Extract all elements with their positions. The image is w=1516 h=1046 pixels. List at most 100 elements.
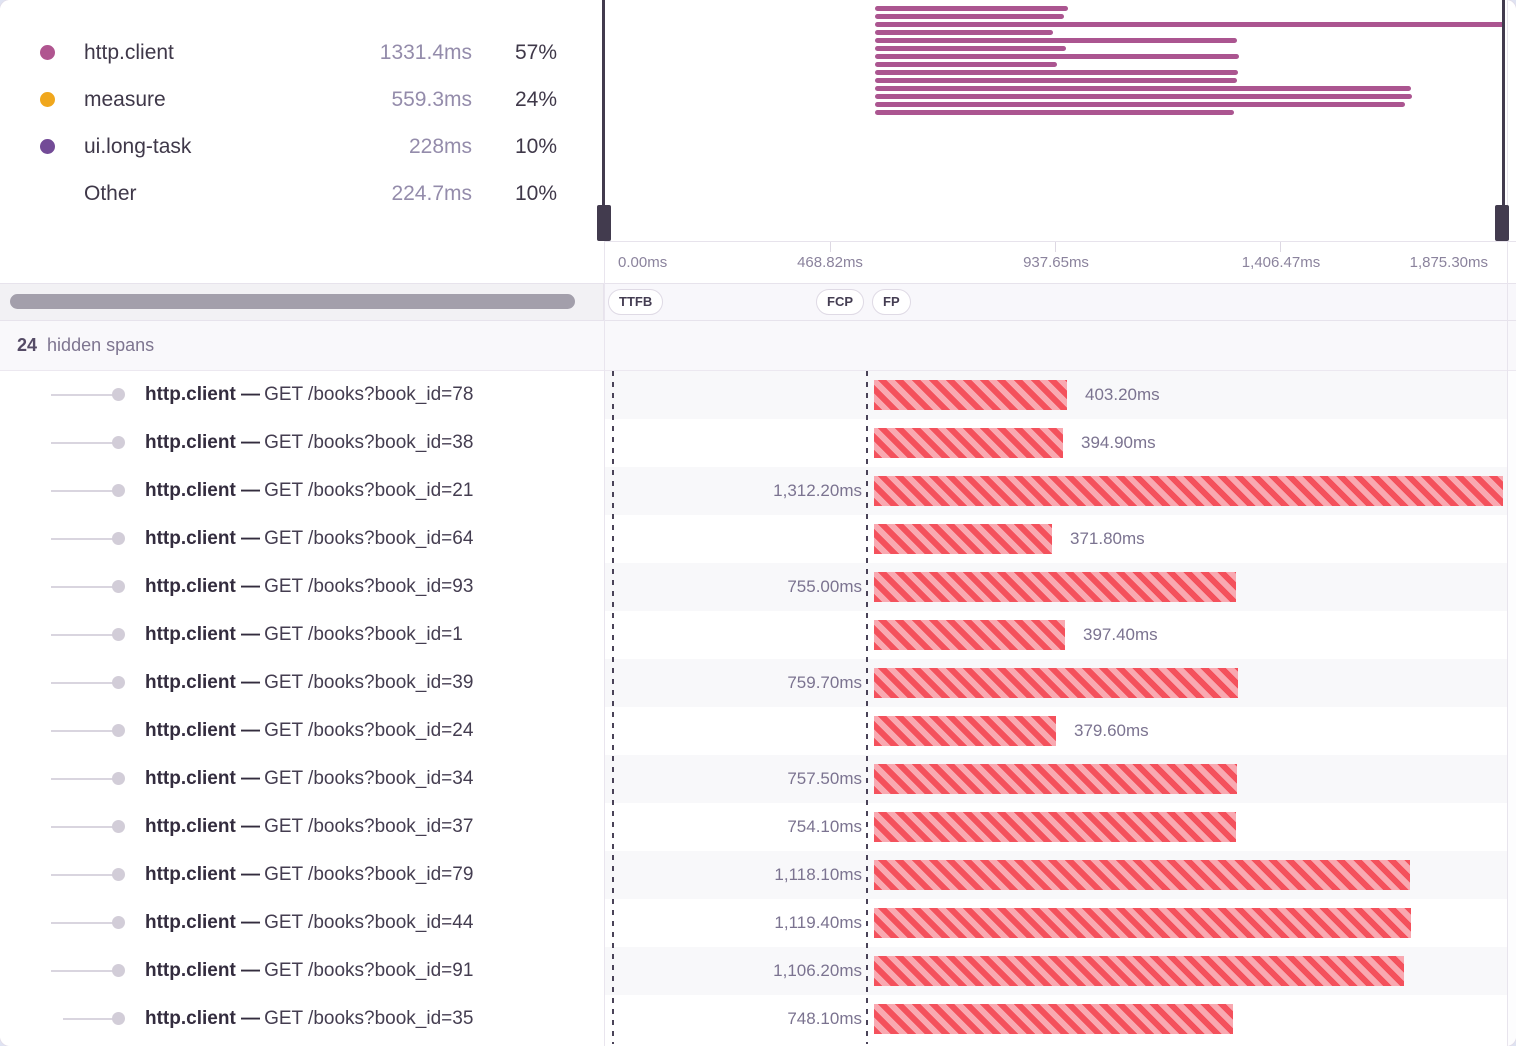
tree-branch-line: [51, 826, 114, 828]
span-duration-bar[interactable]: [874, 1004, 1233, 1034]
span-row-label-cell: http.client — GET /books?book_id=78: [0, 371, 604, 419]
legend-item-other: Other 224.7ms 10%: [0, 170, 604, 217]
span-duration-bar[interactable]: [874, 860, 1410, 890]
minimap-span-bar: [875, 110, 1234, 115]
tree-node-dot: [112, 868, 125, 881]
span-duration-bar[interactable]: [874, 812, 1236, 842]
tree-branch-line: [51, 442, 114, 444]
tree-branch-line: [63, 1018, 114, 1020]
tree-branch-line: [51, 874, 114, 876]
time-axis: 0.00ms 468.82ms 937.65ms 1,406.47ms 1,87…: [604, 241, 1516, 283]
hidden-spans-count: 24: [17, 335, 38, 355]
minimap-right-handle-grip[interactable]: [1495, 205, 1509, 241]
span-duration-bar[interactable]: [874, 908, 1411, 938]
span-duration-bar[interactable]: [874, 476, 1504, 506]
tree-node-dot: [112, 676, 125, 689]
minimap-span-bar: [875, 102, 1406, 107]
span-duration-label: 1,312.20ms: [773, 481, 862, 500]
tree-branch-line: [51, 730, 114, 732]
span-duration-bar[interactable]: [874, 956, 1405, 986]
minimap-right-handle-line[interactable]: [1502, 0, 1505, 241]
span-duration-bar[interactable]: [874, 764, 1238, 794]
minimap[interactable]: [604, 0, 1516, 241]
span-op: http.client —: [145, 816, 261, 837]
fp-marker: FP: [872, 289, 911, 315]
minimap-span-bar: [875, 62, 1057, 67]
span-title: http.client — GET /books?book_id=21: [0, 467, 604, 515]
span-op: http.client —: [145, 624, 261, 645]
span-row[interactable]: http.client — GET /books?book_id=21 1,312…: [0, 467, 1516, 515]
span-row-bar-cell: 1,119.40ms: [604, 899, 1516, 947]
span-row[interactable]: http.client — GET /books?book_id=93 755.0…: [0, 563, 1516, 611]
span-row-bar-cell: 1,118.10ms: [604, 851, 1516, 899]
span-op: http.client —: [145, 864, 261, 885]
span-start-guideline: [866, 371, 868, 1044]
tree-node-dot: [112, 628, 125, 641]
tree-node-dot: [112, 580, 125, 593]
span-row-bar-cell: 1,106.20ms: [604, 947, 1516, 995]
span-list-scrollbar-track: [0, 284, 604, 320]
span-duration-bar[interactable]: [874, 524, 1053, 554]
span-row[interactable]: http.client — GET /books?book_id=91 1,106…: [0, 947, 1516, 995]
right-gutter: [1508, 371, 1516, 1046]
span-description: GET /books?book_id=24: [264, 720, 474, 741]
span-row[interactable]: http.client — GET /books?book_id=1 397.40…: [0, 611, 1516, 659]
ops-breakdown-legend: http.client 1331.4ms 57% measure 559.3ms…: [0, 0, 604, 241]
span-list: http.client — GET /books?book_id=78 403.2…: [0, 371, 1516, 1044]
span-row[interactable]: http.client — GET /books?book_id=64 371.8…: [0, 515, 1516, 563]
tree-branch-line: [51, 778, 114, 780]
span-duration-bar[interactable]: [874, 716, 1056, 746]
span-title: http.client — GET /books?book_id=38: [0, 419, 604, 467]
span-row[interactable]: http.client — GET /books?book_id=44 1,119…: [0, 899, 1516, 947]
span-title: http.client — GET /books?book_id=34: [0, 755, 604, 803]
span-row-label-cell: http.client — GET /books?book_id=79: [0, 851, 604, 899]
span-row[interactable]: http.client — GET /books?book_id=38 394.9…: [0, 419, 1516, 467]
span-row[interactable]: http.client — GET /books?book_id=78 403.2…: [0, 371, 1516, 419]
tree-node-dot: [112, 964, 125, 977]
span-row-bar-cell: 759.70ms: [604, 659, 1516, 707]
tree-branch-line: [51, 970, 114, 972]
time-axis-row: 0.00ms 468.82ms 937.65ms 1,406.47ms 1,87…: [0, 241, 1516, 283]
span-list-scrollbar[interactable]: [10, 294, 575, 309]
tree-branch-line: [51, 682, 114, 684]
span-duration-label: 397.40ms: [1083, 625, 1158, 644]
tree-node-dot: [112, 436, 125, 449]
minimap-span-bar: [875, 38, 1237, 43]
span-description: GET /books?book_id=34: [264, 768, 474, 789]
span-duration-bar[interactable]: [874, 380, 1068, 410]
span-row[interactable]: http.client — GET /books?book_id=24 379.6…: [0, 707, 1516, 755]
panel-divider[interactable]: [604, 0, 605, 1046]
span-title: http.client — GET /books?book_id=24: [0, 707, 604, 755]
span-duration-label: 379.60ms: [1074, 721, 1149, 740]
span-row[interactable]: http.client — GET /books?book_id=39 759.7…: [0, 659, 1516, 707]
span-description: GET /books?book_id=21: [264, 480, 474, 501]
span-duration-label: 748.10ms: [787, 1009, 862, 1028]
span-title: http.client — GET /books?book_id=93: [0, 563, 604, 611]
span-op: http.client —: [145, 912, 261, 933]
minimap-left-handle-line[interactable]: [602, 0, 605, 241]
span-duration-bar[interactable]: [874, 572, 1236, 602]
minimap-span-bar: [875, 86, 1411, 91]
span-description: GET /books?book_id=93: [264, 576, 474, 597]
span-row[interactable]: http.client — GET /books?book_id=79 1,118…: [0, 851, 1516, 899]
legend-percent: 10%: [514, 134, 557, 158]
minimap-span-bar: [875, 30, 1054, 35]
span-description: GET /books?book_id=78: [264, 384, 474, 405]
span-duration-bar[interactable]: [874, 668, 1239, 698]
minimap-left-handle-grip[interactable]: [597, 205, 611, 241]
minimap-span-bar: [875, 70, 1239, 75]
span-row-label-cell: http.client — GET /books?book_id=38: [0, 419, 604, 467]
span-row-label-cell: http.client — GET /books?book_id=34: [0, 755, 604, 803]
hidden-spans-row[interactable]: 24 hidden spans: [0, 321, 1516, 371]
tree-node-dot: [112, 532, 125, 545]
legend-percent: 57%: [514, 40, 557, 64]
span-row[interactable]: http.client — GET /books?book_id=35 748.1…: [0, 995, 1516, 1043]
span-op: http.client —: [145, 480, 261, 501]
tree-node-dot: [112, 1012, 125, 1025]
span-row[interactable]: http.client — GET /books?book_id=37 754.1…: [0, 803, 1516, 851]
span-duration-bar[interactable]: [874, 428, 1064, 458]
span-duration-bar[interactable]: [874, 620, 1065, 650]
legend-item-ui-long-task: ui.long-task 228ms 10%: [0, 123, 604, 170]
span-row[interactable]: http.client — GET /books?book_id=34 757.5…: [0, 755, 1516, 803]
